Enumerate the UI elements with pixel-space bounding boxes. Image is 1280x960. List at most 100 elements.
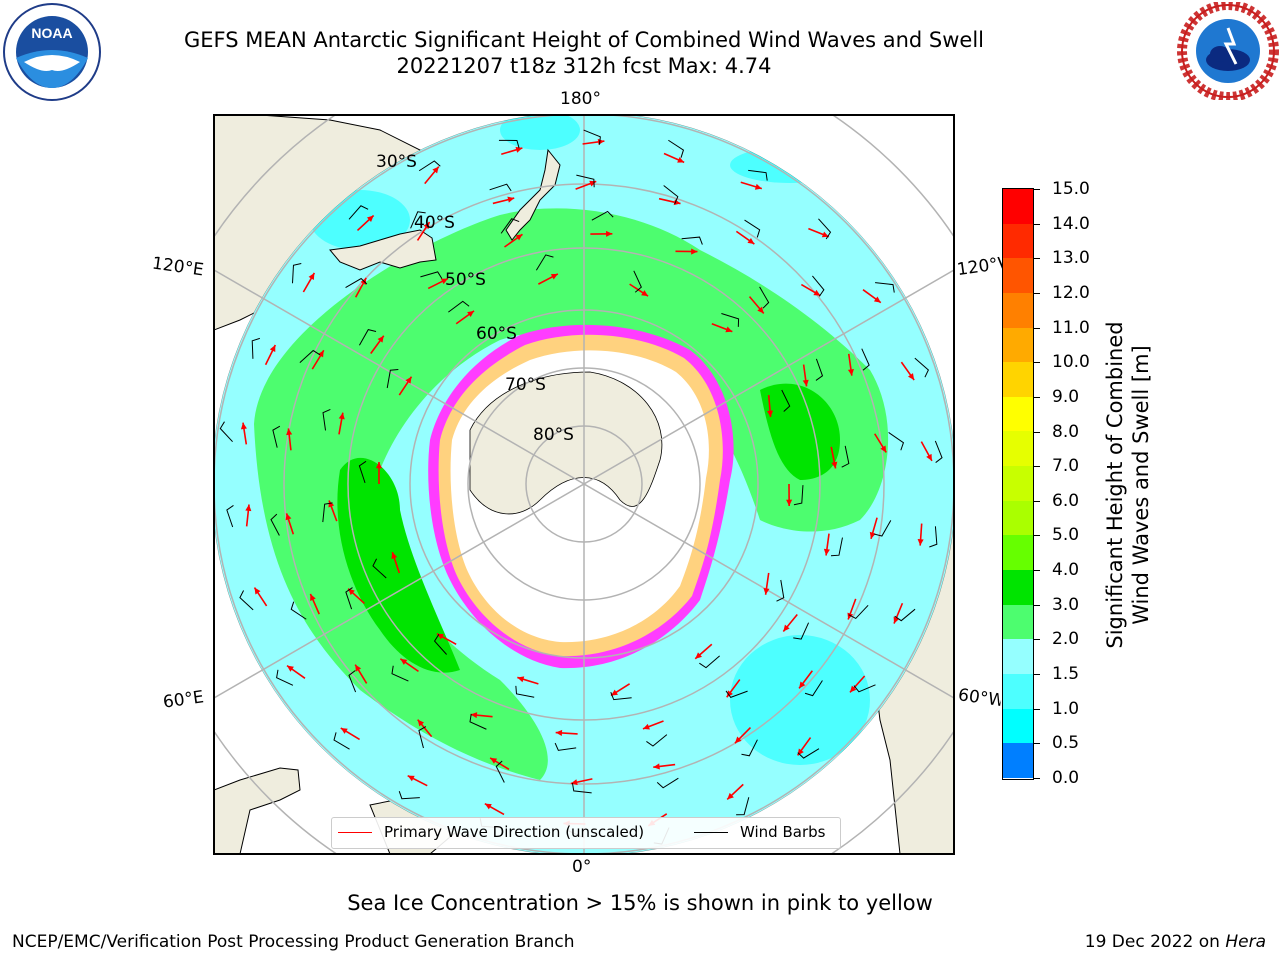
wave-arrow-head [240, 422, 247, 430]
wave-arrow-head [754, 183, 762, 190]
wind-barb [410, 211, 426, 229]
wave-arrow-head [610, 689, 618, 696]
wave-arrow-head [677, 157, 685, 163]
colorbar-block [1003, 604, 1033, 640]
wind-barb [348, 670, 357, 693]
wind-barb [874, 520, 892, 537]
wind-barb [646, 734, 668, 747]
wave-arrow-head [847, 369, 854, 376]
wind-barb [515, 685, 535, 698]
wind-barb [610, 692, 632, 701]
colorbar-tick-label: 12.0 [1052, 282, 1090, 303]
wave-arrow-head [254, 587, 261, 595]
wave-arrow-head [695, 652, 703, 659]
wind-barb [741, 739, 758, 757]
wind-barb [576, 174, 595, 188]
lat-label-70s: 70°S [505, 375, 546, 395]
colorbar-tick-label: 1.0 [1052, 698, 1080, 719]
legend-primary-label: Primary Wave Direction (unscaled) [384, 823, 645, 841]
wind-barb [391, 665, 409, 682]
wave-arrow-head [245, 504, 252, 512]
wave-arrow-head [328, 500, 335, 508]
wind-barb [934, 440, 943, 463]
wave-arrow-head [917, 539, 924, 546]
colorbar-block [1003, 396, 1033, 432]
colorbar-block [1003, 535, 1033, 571]
wave-arrow-head [802, 379, 809, 387]
wind-barb [853, 684, 876, 693]
colorbar-tick-label: 10.0 [1052, 352, 1090, 373]
wave-arrow-head [400, 658, 408, 665]
wind-barb [418, 726, 427, 749]
legend-item-primary: Primary Wave Direction (unscaled) [338, 823, 644, 841]
footer-date-text: 19 Dec 2022 on [1084, 932, 1226, 952]
colorbar-tick-mark [1034, 674, 1040, 676]
wind-barb [744, 219, 761, 238]
wind-barb [914, 357, 930, 378]
wind-barb [875, 282, 895, 293]
wind-barb [804, 680, 823, 697]
wind-barb [830, 537, 843, 557]
wind-barb [322, 502, 333, 523]
wave-arrow-head [763, 588, 770, 595]
wind-barb [372, 558, 387, 579]
wave-arrow-head [366, 215, 374, 223]
colorbar-tick-label: 0.5 [1052, 733, 1080, 754]
legend-wind-label: Wind Barbs [740, 823, 826, 841]
wave-arrow-head [308, 272, 315, 280]
lon-label-180: 180° [560, 89, 601, 109]
wind-barb [812, 275, 825, 297]
wave-arrow-head [727, 792, 734, 800]
wind-barb [725, 690, 748, 698]
footer-credit: NCEP/EMC/Verification Post Processing Pr… [12, 932, 575, 952]
wave-arrow-head [317, 350, 324, 358]
lat-label-30s: 30°S [376, 152, 417, 172]
colorbar-tick-mark [1034, 431, 1040, 433]
colorbar-label-line2: Wind Waves and Swell [m] [1129, 345, 1153, 625]
lat-label-60s: 60°S [476, 324, 517, 344]
wind-barb [226, 505, 234, 528]
colorbar-tick-label: 3.0 [1052, 594, 1080, 615]
colorbar-block [1003, 500, 1033, 536]
wind-barb [894, 608, 916, 622]
wave-arrow-head [747, 237, 755, 245]
wind-barb [861, 348, 870, 371]
dark-green-band-east [760, 383, 840, 480]
wave-arrow-head [310, 593, 316, 601]
colorbar-tick-label: 1.5 [1052, 664, 1080, 685]
colorbar-block [1003, 362, 1033, 397]
wind-barb [656, 777, 679, 789]
noaa-logo-text: NOAA [31, 25, 72, 41]
legend-item-wind: Wind Barbs [694, 823, 825, 841]
wind-barb [929, 526, 938, 548]
wave-arrow-head [340, 728, 348, 734]
colorbar-tick-mark [1034, 500, 1040, 502]
wind-barb [495, 760, 505, 783]
wave-arrow-head [405, 376, 412, 384]
sea-ice-note: Sea Ice Concentration > 15% is shown in … [347, 891, 933, 915]
wave-arrow-head [873, 296, 881, 303]
colorbar-block [1003, 743, 1033, 778]
wave-arrow-head [642, 723, 650, 730]
wind-barb [776, 579, 785, 602]
colorbar-label-line1: Significant Height of Combined [1103, 321, 1127, 649]
colorbar-tick-label: 8.0 [1052, 421, 1080, 442]
wind-barb [841, 445, 850, 468]
wind-barb [348, 205, 369, 220]
wave-arrow-head [783, 624, 790, 632]
wave-arrow-head [589, 180, 597, 187]
colorbar-tick-mark [1034, 639, 1040, 641]
legend-red-line [338, 831, 372, 833]
chart-title: GEFS MEAN Antarctic Significant Height o… [183, 28, 985, 52]
wave-arrow-head [391, 552, 398, 560]
wind-barb [721, 313, 740, 327]
colorbar-tick-label: 9.0 [1052, 386, 1080, 407]
wave-arrow-head [348, 588, 355, 596]
wind-barb [358, 460, 367, 484]
wave-arrow-head [766, 410, 774, 417]
wave-arrow-head [515, 234, 523, 241]
wave-arrow-head [869, 531, 876, 539]
wind-barb [681, 236, 703, 245]
colorbar-tick-mark [1034, 396, 1040, 398]
wind-barb [333, 732, 350, 750]
